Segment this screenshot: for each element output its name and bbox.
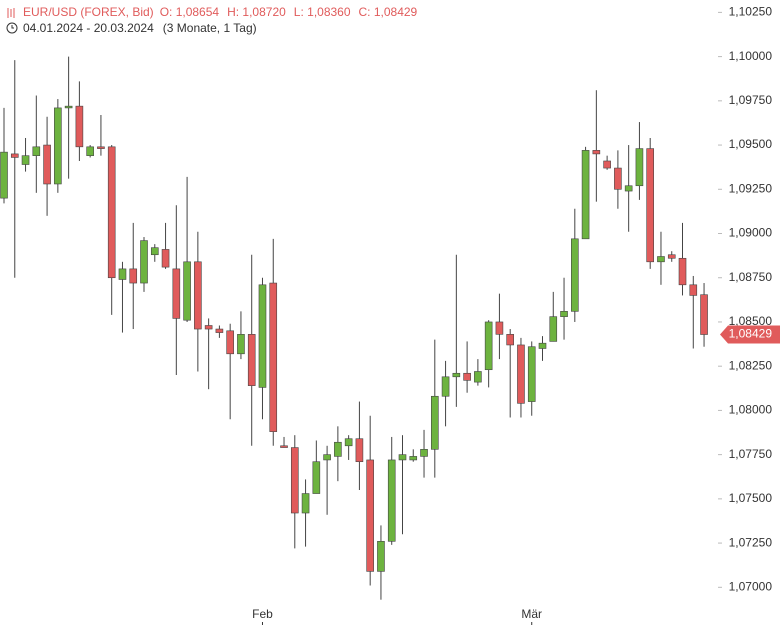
clock-icon xyxy=(6,22,18,34)
y-tick-label: 1,09000 xyxy=(729,226,773,240)
period: (3 Monate, 1 Tag) xyxy=(163,21,257,35)
candle-body xyxy=(624,185,633,192)
candle-body xyxy=(377,541,385,572)
candle-body xyxy=(75,105,84,148)
candle-body xyxy=(334,441,342,457)
candle-body xyxy=(129,268,138,284)
candle-body xyxy=(398,454,407,461)
candle-body xyxy=(657,256,665,263)
candle-body xyxy=(484,321,493,371)
candle-body xyxy=(280,445,288,448)
y-tick-label: 1,10000 xyxy=(729,49,773,63)
candle-body xyxy=(700,294,708,335)
y-tick-label: 1,09250 xyxy=(729,181,773,195)
candle-body xyxy=(689,284,698,296)
price-tag-label: 1,08429 xyxy=(729,327,773,341)
candle-body xyxy=(247,334,256,386)
candle-body xyxy=(355,438,364,463)
candle-body xyxy=(194,261,202,330)
candle-body xyxy=(452,372,461,378)
candle-body xyxy=(463,372,471,381)
candle-body xyxy=(344,438,353,447)
candle-body xyxy=(592,150,601,155)
chart-title: EUR/USD (FOREX, Bid) xyxy=(23,5,154,19)
candle-body xyxy=(549,316,558,342)
candle-body xyxy=(140,240,148,284)
candle-body xyxy=(21,155,30,165)
candle-body xyxy=(107,146,116,279)
candle-body xyxy=(430,395,439,450)
y-tick-label: 1,08750 xyxy=(729,270,773,284)
y-tick-label: 1,09500 xyxy=(729,137,773,151)
candle-body xyxy=(64,105,73,109)
candle-body xyxy=(646,148,655,263)
candle-body xyxy=(538,342,547,349)
candle-body xyxy=(0,151,8,199)
candle-body xyxy=(301,493,310,514)
candle-body xyxy=(237,334,245,355)
candle-body xyxy=(560,311,568,317)
candle-body xyxy=(86,146,94,156)
candle-body xyxy=(527,346,536,402)
y-tick-label: 1,07500 xyxy=(729,491,773,505)
header-icon xyxy=(7,8,15,18)
candle-body xyxy=(474,371,482,383)
date-range: 04.01.2024 - 20.03.2024 xyxy=(23,21,154,35)
candle-body xyxy=(215,328,224,333)
y-tick-label: 1,08250 xyxy=(729,358,773,372)
y-tick-label: 1,07000 xyxy=(729,579,773,593)
candle-body xyxy=(441,376,450,397)
ohlc-label: H: 1,08720 xyxy=(227,5,286,19)
candle-body xyxy=(258,284,267,388)
candle-body xyxy=(290,447,299,514)
candle-body xyxy=(312,461,321,494)
candle-body xyxy=(420,449,428,457)
candle-body xyxy=(150,247,159,256)
y-tick-label: 1,07750 xyxy=(729,447,773,461)
candle-body xyxy=(118,268,127,280)
ohlc-label: C: 1,08429 xyxy=(359,5,418,19)
y-tick-label: 1,08500 xyxy=(729,314,773,328)
y-tick-label: 1,09750 xyxy=(729,93,773,107)
candle-body xyxy=(204,325,213,330)
candle-body xyxy=(678,257,687,286)
candle-body xyxy=(172,268,181,319)
candle-body xyxy=(506,334,514,346)
ohlc-label: O: 1,08654 xyxy=(160,5,220,19)
y-tick-label: 1,08000 xyxy=(729,403,773,417)
candle-body xyxy=(495,321,504,335)
candle-body xyxy=(603,160,611,169)
x-tick-label: Mär xyxy=(521,607,542,621)
candle-body xyxy=(323,454,331,461)
y-tick-label: 1,07250 xyxy=(729,535,773,549)
candle-body xyxy=(32,146,41,156)
candle-body xyxy=(161,249,170,268)
candle-body xyxy=(10,153,19,158)
candle-body xyxy=(269,282,278,432)
candle-body xyxy=(614,167,622,190)
candle-body xyxy=(581,150,590,240)
candle-body xyxy=(635,148,644,187)
candle-body xyxy=(43,144,51,185)
candle-body xyxy=(387,459,396,542)
x-tick-label: Feb xyxy=(252,607,273,621)
candle-body xyxy=(226,330,234,355)
candle-body xyxy=(366,459,374,572)
candle-body xyxy=(183,261,191,321)
ohlc-label: L: 1,08360 xyxy=(294,5,351,19)
candle-body xyxy=(517,344,525,404)
candle-body xyxy=(97,146,105,149)
price-tag xyxy=(720,325,780,344)
candle-body xyxy=(409,456,418,461)
candle-body xyxy=(667,254,676,259)
y-tick-label: 1,10250 xyxy=(729,5,773,19)
candle-body xyxy=(571,238,579,312)
candle-body xyxy=(54,107,62,185)
